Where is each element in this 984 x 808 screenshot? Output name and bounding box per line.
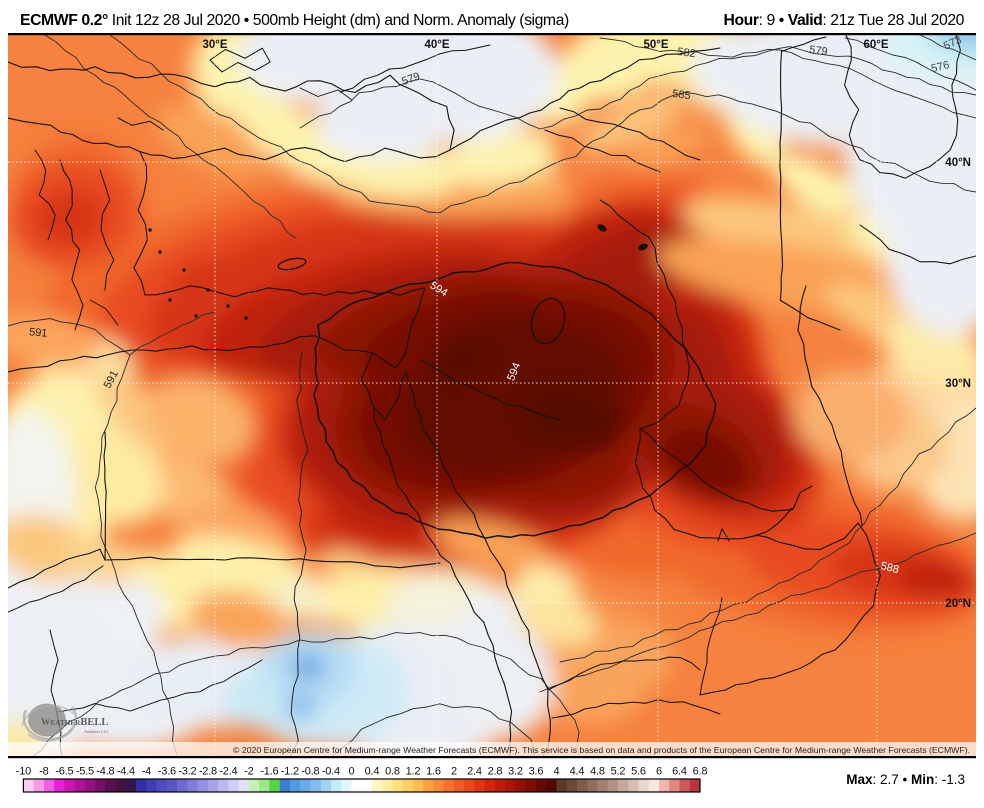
svg-text:6.8: 6.8 (693, 766, 708, 778)
svg-text:-8: -8 (39, 766, 48, 778)
svg-text:40°N: 40°N (945, 157, 971, 169)
svg-text:-1.2: -1.2 (281, 766, 299, 778)
svg-text:-5.5: -5.5 (76, 766, 94, 778)
svg-text:4: 4 (554, 766, 560, 778)
svg-text:0.8: 0.8 (385, 766, 400, 778)
svg-text:-2.4: -2.4 (219, 766, 237, 778)
svg-text:3.6: 3.6 (529, 766, 544, 778)
svg-text:30°N: 30°N (945, 378, 971, 390)
svg-text:ECMWF 0.2° Init 12z 28 Jul 202: ECMWF 0.2° Init 12z 28 Jul 2020 • 500mb … (20, 12, 569, 29)
svg-text:© 2020 European Centre for Med: © 2020 European Centre for Medium-range … (233, 745, 970, 755)
svg-text:3.2: 3.2 (508, 766, 523, 778)
svg-text:0: 0 (348, 766, 354, 778)
svg-text:20°N: 20°N (945, 598, 971, 610)
svg-text:60°E: 60°E (863, 39, 888, 51)
svg-text:40°E: 40°E (424, 39, 449, 51)
svg-text:582: 582 (676, 46, 696, 60)
svg-text:4.8: 4.8 (590, 766, 605, 778)
svg-text:30°E: 30°E (202, 39, 227, 51)
svg-text:-0.4: -0.4 (322, 766, 340, 778)
svg-text:-3.2: -3.2 (178, 766, 196, 778)
svg-text:6.4: 6.4 (672, 766, 687, 778)
svg-text:1.6: 1.6 (426, 766, 441, 778)
svg-text:-3.6: -3.6 (158, 766, 176, 778)
svg-text:-0.8: -0.8 (301, 766, 319, 778)
svg-text:-6.5: -6.5 (55, 766, 73, 778)
svg-text:4.4: 4.4 (570, 766, 585, 778)
svg-text:Analytics LLC: Analytics LLC (84, 729, 109, 734)
svg-text:579: 579 (400, 70, 421, 88)
svg-text:588: 588 (879, 560, 900, 576)
svg-text:-2.8: -2.8 (199, 766, 217, 778)
svg-text:2.8: 2.8 (488, 766, 503, 778)
svg-text:Hour: 9 • Valid: 21z Tue 28 Ju: Hour: 9 • Valid: 21z Tue 28 Jul 2020 (724, 12, 965, 29)
svg-text:50°E: 50°E (643, 39, 668, 51)
svg-text:-2: -2 (244, 766, 253, 778)
svg-text:WEATHERBELL: WEATHERBELL (41, 717, 108, 728)
svg-text:Max: 2.7 • Min: -1.3: Max: 2.7 • Min: -1.3 (846, 772, 965, 787)
svg-text:576: 576 (930, 59, 951, 75)
svg-text:6: 6 (656, 766, 662, 778)
svg-text:0.4: 0.4 (365, 766, 380, 778)
svg-text:-4.8: -4.8 (96, 766, 114, 778)
svg-text:585: 585 (671, 88, 691, 102)
svg-text:-1.6: -1.6 (260, 766, 278, 778)
svg-text:-10: -10 (16, 766, 31, 778)
svg-text:591: 591 (29, 326, 48, 340)
svg-text:2: 2 (451, 766, 457, 778)
svg-text:5.2: 5.2 (611, 766, 626, 778)
svg-text:-4.4: -4.4 (117, 766, 135, 778)
svg-text:-4: -4 (142, 766, 151, 778)
svg-text:579: 579 (808, 44, 828, 58)
svg-text:2.4: 2.4 (467, 766, 482, 778)
svg-text:1.2: 1.2 (406, 766, 421, 778)
svg-text:5.6: 5.6 (631, 766, 646, 778)
